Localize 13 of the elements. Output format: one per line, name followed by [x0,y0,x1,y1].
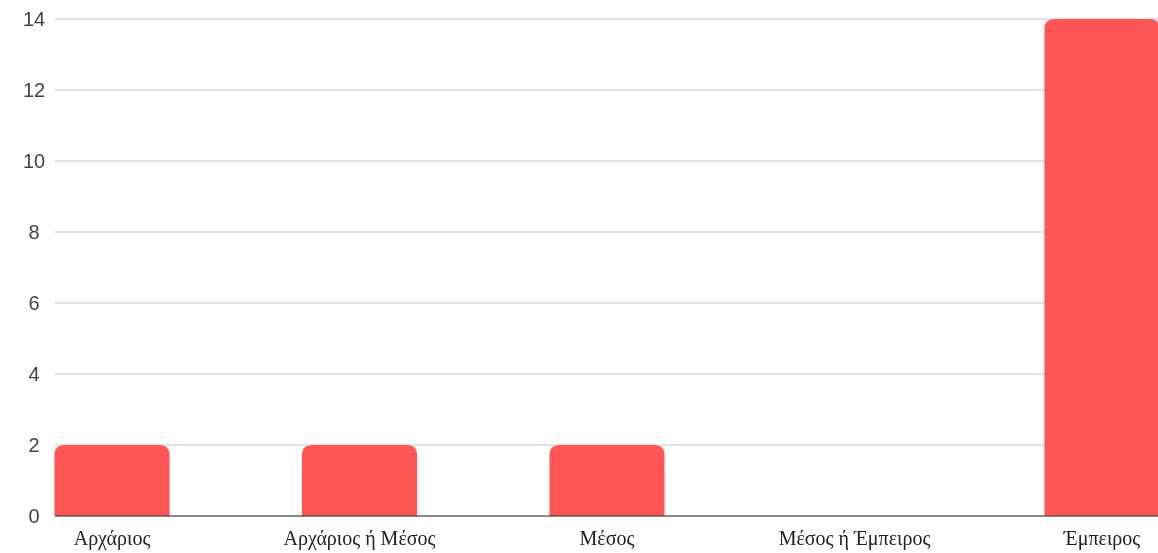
y-tick-label: 8 [28,221,40,243]
x-tick-label: Αρχάριος [73,527,151,550]
x-tick-label: Μέσος ή Έμπειρος [778,527,931,550]
y-tick-label: 14 [22,8,46,30]
x-tick-label: Μέσος [579,527,635,549]
x-tick-label: Αρχάριος ή Μέσος [283,527,436,550]
x-tick-label: Έμπειρος [1062,527,1141,550]
y-tick-label: 0 [28,505,40,527]
y-tick-label: 2 [28,434,40,456]
y-tick-label: 6 [28,292,40,314]
y-tick-label: 10 [22,150,46,172]
y-tick-label: 12 [22,79,46,101]
y-tick-label: 4 [28,363,40,385]
